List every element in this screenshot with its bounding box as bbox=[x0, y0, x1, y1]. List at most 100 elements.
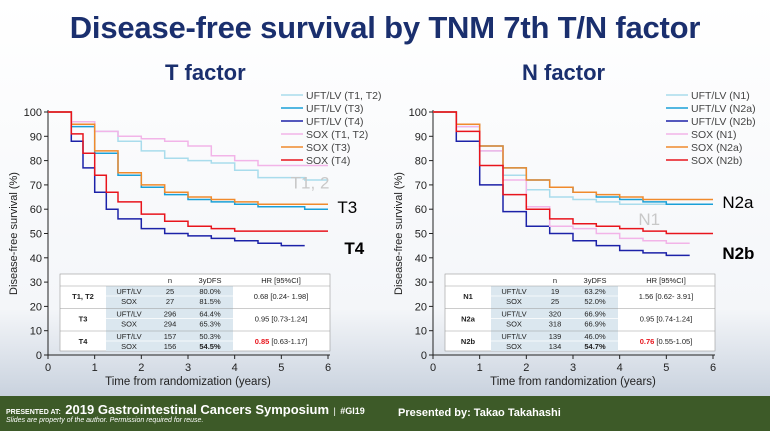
t-chart-legend-label-3: UFT/LV (T4) bbox=[306, 116, 364, 128]
t-chart-table-dfs: 65.3% bbox=[199, 320, 221, 329]
t-chart-table-dfs: 50.3% bbox=[199, 332, 221, 341]
t-chart-table-n: 25 bbox=[166, 287, 174, 296]
t-chart-y-tick-label: 20 bbox=[30, 301, 42, 313]
n-chart-x-tick-label: 1 bbox=[477, 362, 483, 374]
t-chart-table-dfs: 80.0% bbox=[199, 287, 221, 296]
t-chart-table-arm: SOX bbox=[121, 342, 137, 351]
t-chart-y-tick-label: 30 bbox=[30, 277, 42, 289]
t-chart-y-tick-label: 80 bbox=[30, 156, 42, 168]
t-chart-legend-label-2: UFT/LV (T3) bbox=[306, 103, 364, 115]
n-chart-table-dfs: 54.7% bbox=[584, 342, 606, 351]
footer-hashtag: #GI19 bbox=[340, 406, 365, 416]
t-chart-table-n: 294 bbox=[164, 320, 177, 329]
n-chart-table-arm: UFT/LV bbox=[501, 287, 526, 296]
n-chart-table-n: 139 bbox=[549, 332, 562, 341]
t-chart-x-axis-label: Time from randomization (years) bbox=[105, 376, 271, 388]
n-chart-x-tick-label: 5 bbox=[663, 362, 669, 374]
n-chart-x-axis-label: Time from randomization (years) bbox=[490, 376, 656, 388]
n-chart-x-tick-label: 4 bbox=[617, 362, 623, 374]
n-chart-series-line-3 bbox=[433, 111, 690, 257]
t-chart-series-line-6 bbox=[48, 111, 328, 232]
n-chart-curve-label-2: N2a bbox=[722, 193, 754, 212]
t-chart-table-n: 296 bbox=[164, 310, 177, 319]
n-chart-table-hr-2: 0.95 [0.74-1.24] bbox=[640, 315, 693, 324]
t-chart-table-n: 156 bbox=[164, 342, 177, 351]
t-chart-table-group-label-2: T3 bbox=[79, 315, 88, 324]
t-chart-y-tick-label: 60 bbox=[30, 204, 42, 216]
t-chart-x-tick-label: 0 bbox=[45, 362, 51, 374]
n-chart-table-n: 320 bbox=[549, 310, 562, 319]
n-chart-table-hr-1: 1.56 [0.62- 3.91] bbox=[639, 292, 694, 301]
n-chart-y-tick-label: 40 bbox=[415, 253, 427, 265]
t-chart-y-tick-label: 100 bbox=[24, 107, 42, 119]
t-chart-x-tick-label: 1 bbox=[92, 362, 98, 374]
t-chart-table-dfs: 81.5% bbox=[199, 297, 221, 306]
t-chart-x-tick-label: 2 bbox=[138, 362, 144, 374]
n-chart-table-arm: UFT/LV bbox=[501, 332, 526, 341]
t-chart-table-n: 27 bbox=[166, 297, 174, 306]
t-chart-series-line-3 bbox=[48, 111, 305, 247]
t-chart-table-hr-3: 0.85 [0.63-1.17] bbox=[255, 337, 308, 346]
n-chart-table-dfs: 66.9% bbox=[584, 320, 606, 329]
n-chart-series-line-5 bbox=[433, 111, 713, 201]
t-chart-table-arm: UFT/LV bbox=[116, 310, 141, 319]
t-chart-series-line-5 bbox=[48, 111, 328, 206]
t-chart-legend-label-5: SOX (T3) bbox=[306, 142, 350, 154]
t-chart-legend-label-1: UFT/LV (T1, T2) bbox=[306, 90, 381, 102]
n-chart-table-group-label-2: N2a bbox=[461, 315, 476, 324]
n-chart-curve-label-3: N2b bbox=[722, 244, 754, 263]
n-chart-table-arm: SOX bbox=[506, 342, 522, 351]
n-chart-legend-label-6: SOX (N2b) bbox=[691, 155, 742, 167]
n-chart-y-tick-label: 10 bbox=[415, 326, 427, 338]
n-chart-curve-label-1: N1 bbox=[638, 210, 660, 229]
n-factor-chart: 0 10 20 30 40 50 60 70 80 90 100 0 1 2 3 4 5 6 Time from r… bbox=[393, 90, 756, 388]
t-chart-table-header-5: HR [95%CI] bbox=[261, 276, 301, 285]
t-chart-legend-label-6: SOX (T4) bbox=[306, 155, 350, 167]
n-chart-table-dfs: 63.2% bbox=[584, 287, 606, 296]
n-chart-table-n: 318 bbox=[549, 320, 562, 329]
t-chart-x-tick-label: 3 bbox=[185, 362, 191, 374]
footer-presented-at: PRESENTED AT: bbox=[6, 409, 61, 416]
n-chart-y-tick-label: 90 bbox=[415, 131, 427, 143]
t-chart-y-tick-label: 70 bbox=[30, 180, 42, 192]
n-chart-table-arm: SOX bbox=[506, 297, 522, 306]
n-chart-table-dfs: 66.9% bbox=[584, 310, 606, 319]
n-chart-y-axis-label: Disease-free survival (%) bbox=[393, 172, 405, 295]
t-chart-table-n: 157 bbox=[164, 332, 177, 341]
t-chart-table-arm: UFT/LV bbox=[116, 287, 141, 296]
n-chart-table-header-5: HR [95%CI] bbox=[646, 276, 686, 285]
n-chart-y-tick-label: 20 bbox=[415, 301, 427, 313]
t-chart-table-group-label-3: T4 bbox=[79, 337, 89, 346]
t-chart-table-arm: SOX bbox=[121, 320, 137, 329]
t-chart-table-hr-2: 0.95 [0.73-1.24] bbox=[255, 315, 308, 324]
t-chart-table-hr-1: 0.68 [0.24- 1.98] bbox=[254, 292, 309, 301]
n-chart-y-tick-label: 60 bbox=[415, 204, 427, 216]
n-chart-x-tick-label: 3 bbox=[570, 362, 576, 374]
n-chart-table-n: 19 bbox=[551, 287, 559, 296]
n-chart-y-tick-label: 80 bbox=[415, 156, 427, 168]
t-chart-x-tick-label: 6 bbox=[325, 362, 331, 374]
n-chart-y-tick-label: 30 bbox=[415, 277, 427, 289]
n-chart-table-n: 25 bbox=[551, 297, 559, 306]
n-chart-table-header-4: 3yDFS bbox=[584, 276, 607, 285]
n-chart-table-hr-value-highlight: 0.76 bbox=[640, 337, 655, 346]
t-chart-table-header-4: 3yDFS bbox=[199, 276, 222, 285]
n-chart-legend-label-3: UFT/LV (N2b) bbox=[691, 116, 756, 128]
slide-title: Disease-free survival by TNM 7th T/N fac… bbox=[69, 10, 701, 45]
n-chart-table-dfs: 46.0% bbox=[584, 332, 606, 341]
footer-conference-line: PRESENTED AT: 2019 Gastrointestinal Canc… bbox=[6, 401, 365, 419]
t-chart-y-tick-label: 50 bbox=[30, 229, 42, 241]
footer-rights-notice: Slides are property of the author. Permi… bbox=[6, 417, 204, 424]
footer-bar: PRESENTED AT: 2019 Gastrointestinal Canc… bbox=[0, 396, 770, 431]
n-chart-y-tick-label: 0 bbox=[421, 350, 427, 362]
n-chart-table-header-3: n bbox=[553, 276, 557, 285]
n-chart-y-tick-label: 50 bbox=[415, 229, 427, 241]
t-chart-y-axis-label: Disease-free survival (%) bbox=[8, 172, 20, 295]
n-chart-table-dfs: 52.0% bbox=[584, 297, 606, 306]
footer-separator: | bbox=[333, 406, 336, 416]
t-chart-y-tick-label: 10 bbox=[30, 326, 42, 338]
t-chart-table-hr-value-highlight: 0.85 bbox=[255, 337, 270, 346]
n-chart-table-arm: UFT/LV bbox=[501, 310, 526, 319]
t-chart-curve-label-1: T1, 2 bbox=[291, 173, 330, 192]
